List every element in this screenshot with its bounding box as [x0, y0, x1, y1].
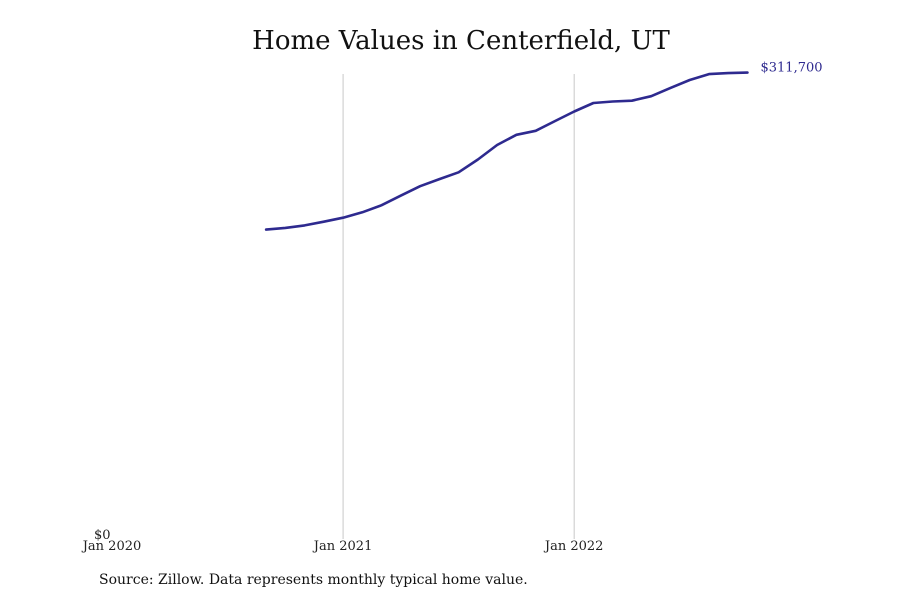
end-value-label: $311,700 — [760, 61, 822, 76]
series-line — [264, 71, 749, 231]
series-layer: $311,700 — [264, 61, 823, 231]
x-tick-label: Jan 2020 — [81, 539, 142, 554]
y-axis: $0 — [94, 528, 111, 543]
x-tick-label: Jan 2022 — [543, 539, 604, 554]
grid-lines — [342, 74, 575, 539]
chart-title: Home Values in Centerfield, UT — [252, 26, 670, 56]
y-tick-label: $0 — [94, 528, 111, 543]
source-note: Source: Zillow. Data represents monthly … — [99, 572, 528, 588]
x-axis: Jan 2020 Jan 2021 Jan 2022 — [81, 539, 604, 554]
x-tick-label: Jan 2021 — [312, 539, 373, 554]
